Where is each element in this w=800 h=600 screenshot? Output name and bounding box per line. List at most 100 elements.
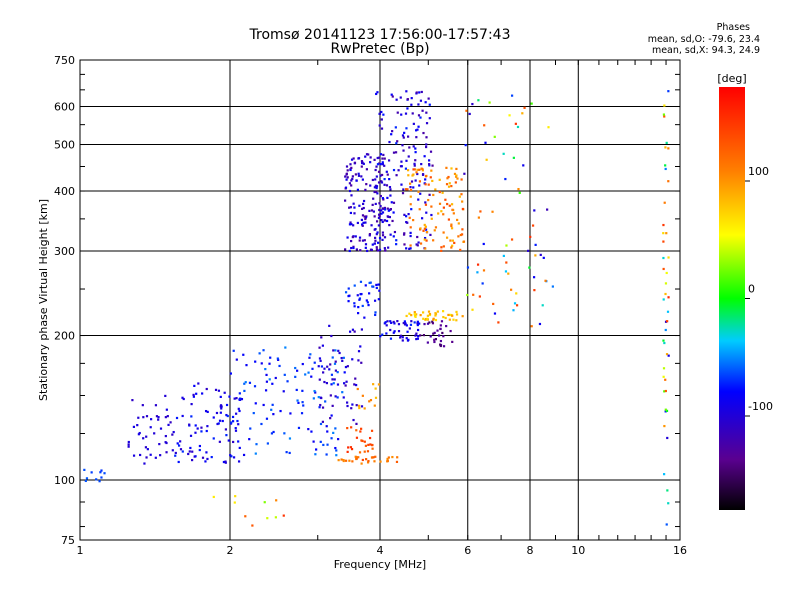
- data-point: [423, 227, 426, 230]
- data-point: [434, 314, 437, 317]
- data-point: [346, 450, 349, 453]
- data-point: [363, 215, 366, 218]
- data-point: [428, 159, 431, 162]
- data-point: [268, 362, 271, 365]
- data-point: [481, 282, 484, 285]
- data-point: [363, 407, 366, 410]
- data-point: [242, 353, 245, 356]
- data-point: [461, 228, 464, 231]
- data-point: [539, 253, 542, 256]
- data-point: [219, 411, 222, 414]
- data-point: [265, 380, 269, 383]
- data-point: [382, 198, 385, 201]
- data-point: [399, 96, 402, 99]
- data-point: [288, 451, 291, 455]
- data-point: [265, 373, 268, 377]
- data-point: [149, 426, 152, 429]
- data-point: [400, 160, 403, 163]
- data-point: [302, 404, 305, 407]
- data-point: [666, 436, 669, 440]
- data-point: [229, 454, 232, 457]
- data-point: [312, 397, 315, 400]
- data-point: [409, 182, 412, 185]
- data-point: [436, 329, 439, 332]
- data-point: [437, 334, 441, 337]
- data-point: [428, 164, 431, 167]
- data-point: [193, 384, 196, 388]
- data-point: [323, 380, 326, 384]
- data-point: [382, 153, 385, 157]
- data-point: [283, 432, 286, 435]
- data-point: [442, 345, 446, 348]
- data-point: [510, 288, 513, 291]
- data-point: [431, 179, 434, 183]
- data-point: [258, 352, 261, 355]
- data-point: [239, 397, 242, 400]
- data-point: [415, 332, 418, 335]
- data-point: [432, 317, 435, 320]
- data-point: [399, 334, 403, 337]
- data-point: [378, 112, 382, 115]
- data-point: [205, 387, 208, 391]
- data-point: [332, 382, 335, 385]
- data-point: [132, 454, 136, 457]
- data-point: [369, 184, 372, 187]
- data-point: [424, 317, 428, 321]
- data-point: [344, 384, 347, 387]
- data-point: [367, 153, 370, 156]
- data-point: [533, 209, 536, 212]
- data-point: [403, 232, 406, 235]
- data-point: [307, 428, 310, 431]
- data-point: [392, 331, 395, 334]
- data-point: [455, 313, 459, 316]
- data-point: [440, 249, 443, 252]
- data-point: [346, 365, 349, 368]
- data-point: [433, 331, 436, 334]
- data-point: [406, 169, 410, 172]
- data-point: [389, 337, 393, 340]
- data-point: [177, 460, 180, 464]
- data-point: [378, 248, 382, 251]
- data-point: [379, 174, 382, 177]
- data-point: [409, 234, 412, 238]
- y-tick-label: 500: [54, 139, 75, 152]
- data-point: [371, 447, 374, 450]
- data-point: [328, 324, 331, 327]
- data-point: [441, 191, 444, 194]
- data-point: [175, 416, 179, 420]
- data-point: [270, 408, 273, 411]
- data-point: [359, 249, 362, 252]
- data-point: [380, 180, 383, 183]
- data-point: [664, 408, 667, 411]
- data-point: [414, 147, 417, 150]
- data-point: [346, 236, 349, 239]
- data-point: [405, 247, 408, 250]
- data-point: [301, 389, 304, 392]
- data-point: [422, 311, 425, 314]
- data-point: [354, 173, 357, 176]
- data-point: [417, 103, 420, 106]
- data-point: [414, 151, 417, 154]
- data-point: [666, 320, 669, 323]
- data-point: [378, 202, 381, 205]
- data-point: [664, 167, 667, 171]
- data-point: [201, 456, 205, 459]
- data-point: [359, 430, 362, 433]
- data-point: [429, 335, 432, 338]
- x-tick-label: 6: [464, 544, 471, 557]
- data-point: [455, 310, 458, 314]
- data-point: [364, 284, 367, 287]
- data-point: [353, 383, 356, 386]
- data-point: [412, 218, 415, 222]
- colorbar-label: [deg]: [717, 72, 746, 85]
- data-point: [289, 412, 292, 415]
- data-point: [346, 426, 349, 430]
- data-point: [459, 248, 462, 251]
- data-point: [664, 410, 667, 413]
- data-point: [521, 112, 524, 115]
- data-point: [379, 163, 382, 166]
- data-point: [386, 173, 389, 176]
- data-point: [374, 178, 377, 181]
- data-point: [351, 177, 354, 180]
- data-point: [375, 175, 378, 178]
